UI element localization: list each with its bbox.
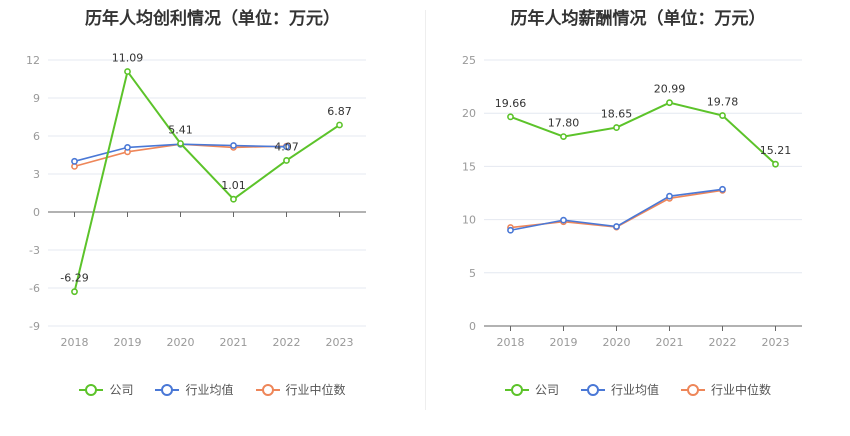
y-tick-label: 0 xyxy=(33,206,40,219)
data-point-company xyxy=(177,140,184,147)
y-tick-label: 15 xyxy=(462,160,476,173)
y-tick-label: 25 xyxy=(462,54,476,67)
y-tick-label: 6 xyxy=(33,130,40,143)
data-point-industry-avg xyxy=(230,142,237,149)
data-point-company xyxy=(336,121,343,129)
data-point-company xyxy=(719,112,726,119)
data-label: 5.41 xyxy=(168,123,193,136)
data-label: 6.87 xyxy=(327,105,352,118)
y-tick-label: 3 xyxy=(33,168,40,181)
panel-divider xyxy=(425,10,426,410)
salary-per-capita-chart: 历年人均薪酬情况（单位：万元） 25 20 15 10 5 0 2018 2019 2020 20… xyxy=(426,0,850,436)
legend-industry-median-icon xyxy=(255,383,280,396)
data-point-company xyxy=(666,99,673,107)
y-tick-label: -9 xyxy=(29,320,40,333)
x-tick-label: 2021 xyxy=(220,336,248,349)
data-point-industry-avg xyxy=(719,185,726,193)
legend-label-industry-avg: 行业均值 xyxy=(185,383,234,397)
data-point-company xyxy=(71,288,78,296)
profit-per-capita-chart: 历年人均创利情况（单位：万元） 12 9 6 3 0 -3 -6 -9 2018 2019 2020… xyxy=(0,9,425,398)
y-tick-label: -6 xyxy=(29,282,40,295)
series-line-company xyxy=(510,101,777,165)
x-tick-label: 2020 xyxy=(603,336,631,349)
chart-title: 历年人均创利情况（单位：万元） xyxy=(85,9,340,29)
data-point-company xyxy=(613,124,620,131)
x-tick-label: 2022 xyxy=(709,336,737,349)
data-label: 19.66 xyxy=(495,97,527,110)
profit-chart-plot: 12 9 6 3 0 -3 -6 -9 2018 2019 2020 2021 2022 2023 -6.2… xyxy=(26,52,366,349)
data-point-company xyxy=(124,68,131,75)
legend-label-industry-avg: 行业均值 xyxy=(610,383,659,397)
legend-label-industry-median: 行业中位数 xyxy=(285,383,346,397)
data-point-company xyxy=(560,133,567,141)
series-line-industry-median xyxy=(510,189,723,229)
data-point-industry-avg xyxy=(613,223,620,230)
data-point-industry-avg xyxy=(560,216,567,224)
y-tick-label: 0 xyxy=(469,320,476,333)
legend-industry-avg-icon xyxy=(580,383,605,396)
data-label: 15.21 xyxy=(760,144,792,157)
data-point-industry-avg xyxy=(283,143,290,151)
data-label: 18.65 xyxy=(601,108,633,121)
legend-company-icon xyxy=(79,383,104,396)
y-tick-label: 9 xyxy=(33,92,40,105)
legend-item-industry-median[interactable]: 行业中位数 xyxy=(255,381,346,398)
data-point-industry-avg xyxy=(666,192,673,200)
legend-label-industry-median: 行业中位数 xyxy=(711,383,772,397)
data-point-company xyxy=(772,160,779,168)
data-point-industry-avg xyxy=(71,157,78,165)
x-tick-label: 2019 xyxy=(114,336,142,349)
x-tick-label: 2023 xyxy=(326,336,354,349)
y-tick-label: 20 xyxy=(462,107,476,120)
data-point-industry-avg xyxy=(507,226,514,234)
chart-legend: 公司 行业均值 行业中位数 xyxy=(426,381,850,398)
y-tick-label: 10 xyxy=(462,214,476,227)
data-label: 4.07 xyxy=(274,140,299,153)
legend-item-company[interactable]: 公司 xyxy=(79,381,133,398)
x-tick-label: 2023 xyxy=(762,336,790,349)
legend-item-industry-avg[interactable]: 行业均值 xyxy=(155,381,234,398)
chart-title: 历年人均薪酬情况（单位：万元） xyxy=(510,9,766,29)
data-label: 11.09 xyxy=(112,52,144,65)
salary-chart-plot: 25 20 15 10 5 0 2018 2019 2020 2021 2022 2023 19.66 1… xyxy=(462,54,802,349)
data-point-company xyxy=(283,157,290,164)
y-tick-label: -3 xyxy=(29,244,40,257)
data-point-industry-avg xyxy=(124,143,131,151)
data-label: 19.78 xyxy=(707,96,739,109)
data-label: 17.80 xyxy=(548,117,580,130)
data-label: 1.01 xyxy=(221,179,246,192)
x-tick-label: 2021 xyxy=(656,336,684,349)
legend-label-company: 公司 xyxy=(109,383,134,397)
legend-item-company[interactable]: 公司 xyxy=(504,381,559,398)
legend-industry-median-icon xyxy=(681,383,705,396)
data-label: -6.29 xyxy=(60,272,88,285)
legend-company-icon xyxy=(504,383,529,396)
legend-item-industry-avg[interactable]: 行业均值 xyxy=(580,381,659,398)
x-tick-label: 2019 xyxy=(550,336,578,349)
legend-item-industry-median[interactable]: 行业中位数 xyxy=(681,381,771,398)
data-label: 20.99 xyxy=(654,83,686,96)
chart-legend: 公司 行业均值 行业中位数 xyxy=(0,381,425,398)
data-point-company xyxy=(230,195,237,203)
x-tick-label: 2018 xyxy=(61,336,89,349)
legend-industry-avg-icon xyxy=(155,383,180,396)
x-tick-label: 2020 xyxy=(167,336,195,349)
y-tick-label: 12 xyxy=(26,54,40,67)
data-point-company xyxy=(507,113,514,121)
x-tick-label: 2022 xyxy=(273,336,301,349)
legend-label-company: 公司 xyxy=(534,383,559,397)
y-tick-label: 5 xyxy=(469,267,476,280)
series-line-company xyxy=(73,69,341,292)
x-tick-label: 2018 xyxy=(497,336,525,349)
